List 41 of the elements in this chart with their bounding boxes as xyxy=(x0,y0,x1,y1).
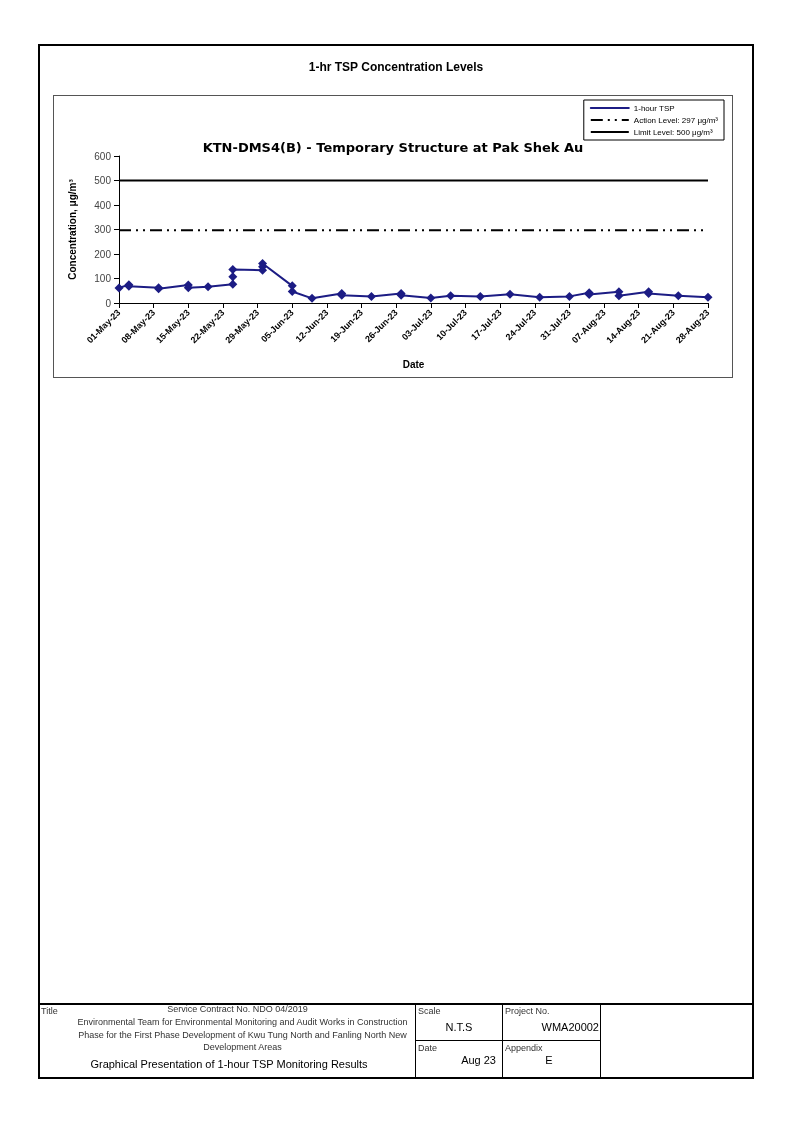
text: Graphical Presentation of 1-hour TSP Monitoring Results xyxy=(89,1058,369,1070)
y-axis-title: Concentration, μg/m³ xyxy=(66,178,78,280)
y-tick-label: 100 xyxy=(94,273,112,284)
text: Service Contract No. NDO 04/2019 xyxy=(166,1004,309,1014)
text: Aug 23 xyxy=(460,1054,496,1066)
point xyxy=(307,293,317,303)
y-tick-label: 500 xyxy=(94,175,112,186)
chart-title: 1-hr TSP Concentration Levels xyxy=(307,60,485,74)
point xyxy=(426,293,436,303)
text: Scale xyxy=(418,1006,441,1016)
point xyxy=(535,292,545,302)
point xyxy=(203,282,213,292)
y-tick-label: 400 xyxy=(94,199,112,211)
point xyxy=(228,264,238,274)
text: Project No. xyxy=(505,1006,550,1016)
point xyxy=(366,291,376,301)
point xyxy=(475,291,485,301)
point xyxy=(564,291,574,301)
point xyxy=(228,272,238,282)
chart-subtitle: KTN-DMS4(B) - Temporary Structure at Pak Shek Au xyxy=(202,140,584,155)
point xyxy=(114,283,124,293)
point xyxy=(703,292,713,302)
point xyxy=(446,291,456,301)
point xyxy=(505,289,515,299)
point xyxy=(228,279,238,289)
legend-label: 1-hour TSP xyxy=(633,103,675,113)
text: N.T.S xyxy=(444,1021,474,1033)
text: Appendix xyxy=(505,1043,543,1053)
legend-label: Limit Level: 500 μg/m³ xyxy=(633,127,713,137)
text: Date xyxy=(418,1043,438,1053)
point xyxy=(673,291,683,301)
legend-label: Action Level: 297 μg/m³ xyxy=(633,115,719,125)
text: WMA20002 xyxy=(540,1021,599,1033)
y-tick-label: 200 xyxy=(94,248,112,260)
text: Title xyxy=(41,1006,58,1016)
y-tick-label: 0 xyxy=(105,297,112,309)
x-axis-title: Date xyxy=(402,358,425,370)
y-tick-label: 300 xyxy=(94,224,112,235)
text: Environmental Team for Environmental Monitoring and Audit Works in Construction Phase for the First Phase Development of Kwu Tung North and Fanling North New Development Areas xyxy=(76,1016,409,1054)
y-tick-label: 600 xyxy=(94,150,112,162)
text: E xyxy=(544,1054,554,1066)
